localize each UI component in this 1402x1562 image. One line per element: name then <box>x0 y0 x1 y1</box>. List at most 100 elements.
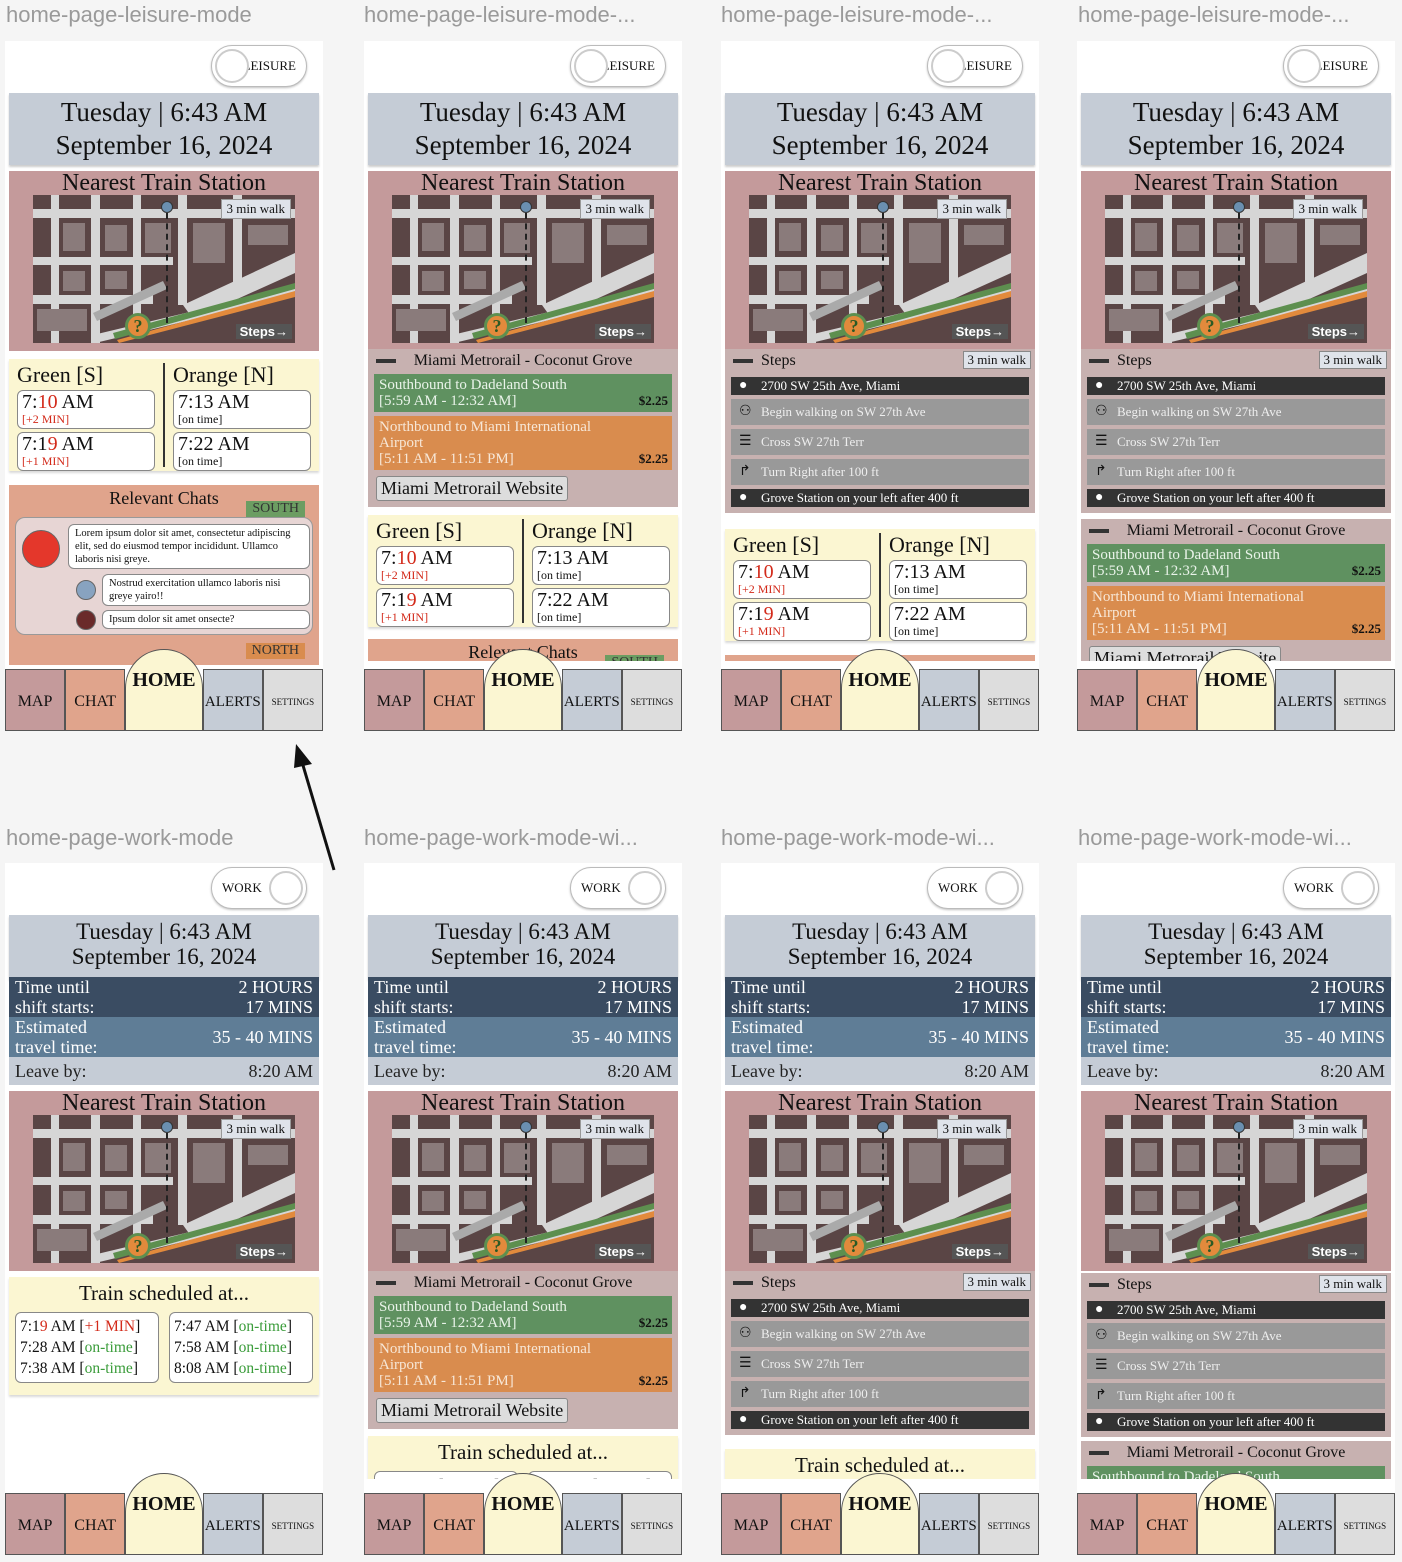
nav-chat[interactable]: CHAT <box>1137 1493 1198 1555</box>
steps-button[interactable]: Steps→ <box>594 324 651 339</box>
step-item[interactable]: ⚇ Begin walking on SW 27th Ave <box>1087 399 1385 425</box>
steps-button[interactable]: Steps→ <box>951 324 1008 339</box>
nav-alerts[interactable]: ALERTS <box>202 1493 263 1555</box>
step-item[interactable]: ● 2700 SW 25th Ave, Miami <box>731 377 1029 395</box>
nav-chat[interactable]: CHAT <box>781 669 842 731</box>
station-map[interactable]: ? 3 min walk Steps→ <box>33 1115 295 1263</box>
nav-home[interactable]: HOME <box>125 649 203 731</box>
step-item[interactable]: ☰ Cross SW 27th Terr <box>731 429 1029 455</box>
nav-home[interactable]: HOME <box>484 1473 562 1555</box>
nav-map[interactable]: MAP <box>364 1493 425 1555</box>
step-item[interactable]: ● Grove Station on your left after 400 ft <box>1087 1413 1385 1431</box>
south-chip[interactable]: SOUTH <box>246 501 305 517</box>
step-item[interactable]: ⚇ Begin walking on SW 27th Ave <box>1087 1323 1385 1349</box>
nav-settings[interactable]: SETTINGS <box>621 1493 682 1555</box>
nav-home[interactable]: HOME <box>841 1473 919 1555</box>
nav-alerts[interactable]: ALERTS <box>202 669 263 731</box>
nav-home[interactable]: HOME <box>841 649 919 731</box>
schedule-list[interactable]: 7:47 AM [on-time]7:58 AM [on-time]8:08 A… <box>169 1312 313 1383</box>
scroll-content[interactable]: Nearest Train Station <box>5 863 323 1491</box>
step-item[interactable]: ↱ Turn Right after 100 ft <box>731 1381 1029 1407</box>
step-item[interactable]: ● 2700 SW 25th Ave, Miami <box>1087 377 1385 395</box>
mode-toggle[interactable]: WORK <box>211 867 307 909</box>
nav-alerts[interactable]: ALERTS <box>561 669 622 731</box>
train-time-item[interactable]: 7:19 AM [+1 MIN] <box>17 432 155 471</box>
metrorail-website-button[interactable]: Miami Metrorail Website <box>376 1398 569 1423</box>
step-item[interactable]: ☰ Cross SW 27th Terr <box>1087 429 1385 455</box>
station-map[interactable]: ? 3 min walk Steps→ <box>1105 195 1367 343</box>
steps-button[interactable]: Steps→ <box>235 1244 292 1259</box>
nav-alerts[interactable]: ALERTS <box>1274 1493 1335 1555</box>
nav-chat[interactable]: CHAT <box>65 669 126 731</box>
nav-home[interactable]: HOME <box>1197 1473 1275 1555</box>
collapse-icon[interactable] <box>1089 1451 1109 1455</box>
train-time-item[interactable]: 7:22 AM [on time] <box>173 432 311 471</box>
train-time-item[interactable]: 7:10 AM [+2 MIN] <box>17 390 155 429</box>
metrorail-website-button[interactable]: Miami Metrorail Website <box>376 476 569 501</box>
nav-chat[interactable]: CHAT <box>781 1493 842 1555</box>
train-time-item[interactable]: 7:19 AM [+1 MIN] <box>733 602 871 641</box>
mode-toggle[interactable]: WORK <box>1283 867 1379 909</box>
train-time-item[interactable]: 7:13 AM [on time] <box>173 390 311 429</box>
nav-map[interactable]: MAP <box>1077 1493 1138 1555</box>
train-time-item[interactable]: 7:13 AM [on time] <box>532 546 670 585</box>
nav-alerts[interactable]: ALERTS <box>918 1493 979 1555</box>
nav-alerts[interactable]: ALERTS <box>1274 669 1335 731</box>
south-chip[interactable]: SOUTH <box>605 655 664 661</box>
mode-toggle[interactable]: WORK <box>927 867 1023 909</box>
step-item[interactable]: ⚇ Begin walking on SW 27th Ave <box>731 1321 1029 1347</box>
nav-settings[interactable]: SETTINGS <box>978 1493 1039 1555</box>
station-map[interactable]: ? 3 min walk Steps→ <box>749 1115 1011 1263</box>
mode-toggle[interactable]: WORK <box>570 867 666 909</box>
nav-chat[interactable]: CHAT <box>424 669 485 731</box>
collapse-icon[interactable] <box>376 359 396 363</box>
schedule-list[interactable]: 7:19 AM [+1 MIN]7:28 AM [on-time]7:38 AM… <box>374 1471 518 1479</box>
nav-home[interactable]: HOME <box>1197 649 1275 731</box>
step-item[interactable]: ↱ Turn Right after 100 ft <box>1087 459 1385 485</box>
train-time-item[interactable]: 7:22 AM [on time] <box>889 602 1027 641</box>
steps-button[interactable]: Steps→ <box>235 324 292 339</box>
collapse-icon[interactable] <box>1089 529 1109 533</box>
nav-settings[interactable]: SETTINGS <box>978 669 1039 731</box>
nav-map[interactable]: MAP <box>1077 669 1138 731</box>
station-map[interactable]: ? 3 min walk Steps→ <box>392 195 654 343</box>
collapse-icon[interactable] <box>1089 359 1109 363</box>
step-item[interactable]: ● 2700 SW 25th Ave, Miami <box>1087 1301 1385 1319</box>
southbound-route[interactable]: Southbound to Dadeland South[5:59 AM - 1… <box>1087 1466 1385 1479</box>
mode-toggle[interactable]: LEISURE <box>211 45 307 87</box>
northbound-route[interactable]: Northbound to Miami International Airport… <box>374 1338 672 1392</box>
nav-home[interactable]: HOME <box>125 1473 203 1555</box>
nav-home[interactable]: HOME <box>484 649 562 731</box>
nav-settings[interactable]: SETTINGS <box>262 1493 323 1555</box>
train-time-item[interactable]: 7:22 AM [on time] <box>532 588 670 627</box>
step-item[interactable]: ☰ Cross SW 27th Terr <box>1087 1353 1385 1379</box>
scroll-content[interactable]: Nearest Train Station <box>721 41 1039 661</box>
train-time-item[interactable]: 7:10 AM [+2 MIN] <box>376 546 514 585</box>
step-item[interactable]: ● Grove Station on your left after 400 ft <box>731 1411 1029 1429</box>
step-item[interactable]: ⚇ Begin walking on SW 27th Ave <box>731 399 1029 425</box>
chat-thread[interactable]: Lorem ipsum dolor sit amet, consectetur … <box>15 517 313 635</box>
step-item[interactable]: ↱ Turn Right after 100 ft <box>731 459 1029 485</box>
southbound-route[interactable]: Southbound to Dadeland South[5:59 AM - 1… <box>374 1296 672 1334</box>
scroll-content[interactable]: Nearest Train Station <box>721 863 1039 1479</box>
step-item[interactable]: ↱ Turn Right after 100 ft <box>1087 1383 1385 1409</box>
collapse-icon[interactable] <box>733 359 753 363</box>
step-item[interactable]: ☰ Cross SW 27th Terr <box>731 1351 1029 1377</box>
northbound-route[interactable]: Northbound to Miami International Airport… <box>1087 586 1385 640</box>
nav-chat[interactable]: CHAT <box>424 1493 485 1555</box>
steps-button[interactable]: Steps→ <box>1307 324 1364 339</box>
southbound-route[interactable]: Southbound to Dadeland South[5:59 AM - 1… <box>1087 544 1385 582</box>
collapse-icon[interactable] <box>376 1281 396 1285</box>
station-map[interactable]: ? 3 min walk Steps→ <box>33 195 295 343</box>
train-time-item[interactable]: 7:13 AM [on time] <box>889 560 1027 599</box>
southbound-route[interactable]: Southbound to Dadeland South[5:59 AM - 1… <box>374 374 672 412</box>
station-map[interactable]: ? 3 min walk Steps→ <box>392 1115 654 1263</box>
nav-alerts[interactable]: ALERTS <box>561 1493 622 1555</box>
nav-chat[interactable]: CHAT <box>65 1493 126 1555</box>
scroll-content[interactable]: Nearest Train Station <box>364 863 682 1479</box>
northbound-route[interactable]: Northbound to Miami International Airport… <box>374 416 672 470</box>
nav-map[interactable]: MAP <box>721 1493 782 1555</box>
collapse-icon[interactable] <box>733 1281 753 1285</box>
nav-chat[interactable]: CHAT <box>1137 669 1198 731</box>
nav-settings[interactable]: SETTINGS <box>1334 1493 1395 1555</box>
